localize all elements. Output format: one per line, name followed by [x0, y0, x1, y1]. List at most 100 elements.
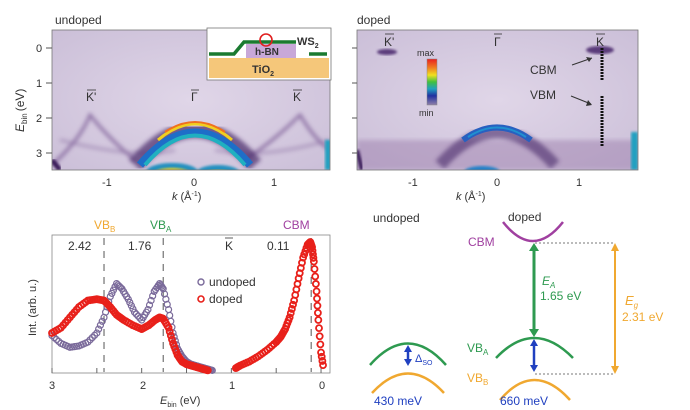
x-axis-label: k (Å-1) — [172, 190, 201, 203]
ea-value: 1.65 eV — [540, 289, 581, 303]
legend-doped: doped — [209, 292, 242, 306]
y-axis-label: Ebin(eV) — [13, 89, 29, 132]
edc-point-undoped — [93, 329, 101, 337]
xtick: -1 — [102, 177, 112, 189]
legend: undoped doped — [197, 275, 256, 306]
ytick: 2 — [36, 113, 42, 125]
doped-split-value: 660 meV — [500, 394, 548, 408]
arpes-doped-panel: doped max min K' Γ K CBM — [352, 13, 639, 203]
edc-point-doped — [309, 254, 318, 262]
label-gamma: Γ — [494, 35, 501, 49]
edc-point-undoped — [149, 292, 157, 300]
x-axis-label: k (Å-1) — [456, 190, 485, 203]
label-k-point: K — [225, 239, 233, 253]
xtick: 0 — [191, 177, 197, 189]
cbm-spot-kprime — [377, 49, 397, 55]
label-vbb: VBB — [467, 371, 488, 387]
label-vba: VBA — [150, 218, 172, 234]
edc-point-doped — [315, 332, 324, 341]
edc-point-doped — [311, 280, 320, 288]
xtick: 0 — [319, 380, 325, 392]
edc-point-doped — [313, 294, 321, 303]
edc-point-doped — [285, 313, 294, 322]
colorbar-min: min — [419, 108, 434, 118]
xtick: 1 — [271, 177, 277, 189]
ytick: 1 — [36, 78, 42, 90]
tio2-substrate — [209, 58, 329, 78]
edc-point-doped — [319, 361, 327, 370]
xtick: 2 — [140, 380, 146, 392]
ytick: 0 — [36, 43, 42, 55]
hbn-layer — [246, 44, 296, 58]
band-kprime — [52, 112, 136, 167]
x-axis-doped: -1 0 1 — [352, 47, 582, 189]
edc-point-undoped — [144, 306, 152, 314]
arpes-undoped-panel: undoped — [13, 13, 332, 203]
xtick: 1 — [229, 380, 235, 392]
x-axis-undoped: -1 0 1 — [102, 177, 277, 189]
edc-panel: VBB VBA CBM 2.42 1.76 0.11 K undoped dop… — [27, 218, 331, 409]
legend-marker-undoped — [197, 278, 205, 286]
edc-point-doped — [311, 272, 320, 281]
label-k: K — [596, 35, 604, 49]
y-axis-undoped: 0 1 2 3 — [36, 43, 52, 160]
edc-point-doped — [308, 246, 317, 255]
x-axis-label: Ebin (eV) — [160, 395, 200, 409]
hbn-label: h-BN — [255, 47, 279, 58]
eg-label: Eg — [625, 293, 639, 310]
edc-point-doped — [203, 366, 212, 375]
tio2-label: TiO2 — [252, 64, 274, 78]
edc-point-doped — [318, 357, 327, 365]
cbm-band — [502, 221, 564, 243]
ws2-layer — [209, 40, 296, 56]
cbm-spot-k — [586, 46, 614, 54]
edc-point-undoped — [98, 317, 106, 325]
edc-point-doped — [309, 250, 317, 259]
label-kprime: K' — [86, 90, 96, 104]
edc-point-doped — [314, 316, 323, 324]
edc-point-undoped — [136, 314, 144, 322]
edc-point-doped — [317, 352, 326, 361]
edc-point-doped — [166, 331, 175, 340]
colorbar-max: max — [417, 48, 435, 58]
highlight-circle — [259, 33, 273, 47]
label-vba: VBA — [467, 341, 489, 357]
annotation-cbm: CBM — [530, 63, 557, 77]
edc-series — [48, 238, 327, 375]
edc-point-undoped — [88, 333, 96, 342]
edc-point-doped — [309, 257, 318, 266]
eg-value: 2.31 eV — [622, 310, 663, 324]
edc-point-doped — [165, 327, 174, 336]
delta-so-label: ΔSO — [415, 353, 433, 367]
ws2-label: WS2 — [297, 36, 319, 50]
edc-point-undoped — [84, 338, 92, 346]
ea-label: EA — [542, 274, 555, 290]
vba-band-undoped — [369, 342, 447, 366]
edc-point-undoped — [52, 335, 61, 344]
vba-band-doped — [495, 336, 574, 359]
edc-point-undoped — [132, 310, 140, 318]
x-axis-edc: 3 2 1 0 — [49, 380, 325, 392]
edc-point-doped — [316, 340, 325, 349]
vbb-band-undoped — [371, 372, 445, 394]
undoped-split-value: 430 meV — [374, 394, 422, 408]
panel-title-doped: doped — [357, 13, 390, 27]
value-cbm: 0.11 — [267, 239, 290, 253]
edc-point-doped — [315, 324, 323, 333]
gamma-band-outer — [136, 128, 254, 168]
gamma-band-top — [157, 122, 233, 142]
xtick: 0 — [494, 177, 500, 189]
edc-point-doped — [310, 265, 319, 273]
ytick: 3 — [36, 148, 42, 160]
edc-point-undoped — [147, 296, 155, 305]
plot-frame — [51, 29, 331, 171]
panel-title-undoped: undoped — [55, 13, 102, 27]
edc-point-undoped — [96, 321, 105, 329]
label-gamma: Γ — [191, 90, 198, 104]
label-vbb: VBB — [94, 218, 115, 234]
diagram-title-doped: doped — [508, 210, 541, 224]
label-k: K — [293, 90, 301, 104]
edc-point-undoped — [86, 336, 94, 344]
xtick: -1 — [408, 177, 418, 189]
xtick: 3 — [49, 380, 55, 392]
